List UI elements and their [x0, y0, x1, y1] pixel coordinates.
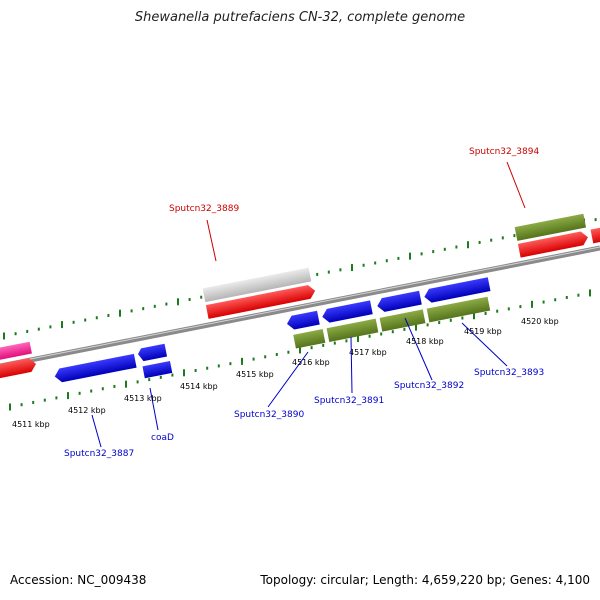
gene-label[interactable]: Sputcn32_3893	[474, 368, 544, 378]
kbp-label: 4520 kbp	[521, 317, 559, 326]
gene-feature-olive[interactable]	[426, 296, 491, 323]
gene-label[interactable]: Sputcn32_3889	[169, 204, 239, 214]
gene-feature-olive[interactable]	[379, 309, 426, 332]
kbp-label: 4517 kbp	[349, 348, 387, 357]
kbp-label: 4514 kbp	[180, 382, 218, 391]
gene-label[interactable]: coaD	[151, 433, 174, 443]
gene-feature-blue[interactable]	[137, 343, 168, 362]
kbp-label: 4516 kbp	[292, 358, 330, 367]
gene-feature-blue[interactable]	[321, 300, 373, 323]
gene-feature-red[interactable]	[517, 230, 589, 258]
gene-features	[0, 213, 600, 384]
gene-label[interactable]: Sputcn32_3891	[314, 396, 384, 406]
kbp-label: 4513 kbp	[124, 394, 162, 403]
lower-tick-track	[9, 289, 591, 411]
map-title: Shewanella putrefaciens CN-32, complete …	[134, 10, 466, 25]
kbp-label: 4518 kbp	[406, 337, 444, 346]
gene-feature-red[interactable]	[205, 284, 317, 319]
gene-labels: Sputcn32_3889 Sputcn32_3894 Sputcn32_388…	[64, 147, 544, 459]
gene-label[interactable]: Sputcn32_3894	[469, 147, 539, 157]
gene-feature-olive[interactable]	[326, 318, 379, 343]
kbp-label: 4519 kbp	[464, 327, 502, 336]
kbp-labels: 4511 kbp 4512 kbp 4513 kbp 4514 kbp 4515…	[12, 317, 559, 429]
gene-feature-blue[interactable]	[142, 361, 173, 379]
gene-label[interactable]: Sputcn32_3890	[234, 410, 304, 420]
accession-text: Accession: NC_009438	[10, 573, 147, 587]
gene-feature-blue[interactable]	[286, 310, 320, 331]
kbp-label: 4512 kbp	[68, 406, 106, 415]
kbp-label: 4515 kbp	[236, 370, 274, 379]
gene-feature-olive[interactable]	[293, 329, 326, 349]
gene-label[interactable]: Sputcn32_3892	[394, 381, 464, 391]
kbp-label: 4511 kbp	[12, 420, 50, 429]
callout-lines	[91, 161, 526, 448]
gene-feature-blue[interactable]	[53, 353, 137, 384]
genome-backbone	[0, 245, 600, 369]
gene-feature-grey[interactable]	[202, 267, 312, 303]
gene-feature-blue[interactable]	[423, 277, 491, 303]
gene-feature-red[interactable]	[590, 219, 600, 244]
gene-feature-blue[interactable]	[376, 290, 422, 313]
gene-label[interactable]: Sputcn32_3887	[64, 449, 134, 459]
gene-feature-red[interactable]	[0, 357, 37, 382]
gene-feature-pink[interactable]	[0, 341, 32, 364]
gene-feature-olive[interactable]	[514, 213, 587, 241]
genome-summary: Topology: circular; Length: 4,659,220 bp…	[260, 573, 590, 587]
